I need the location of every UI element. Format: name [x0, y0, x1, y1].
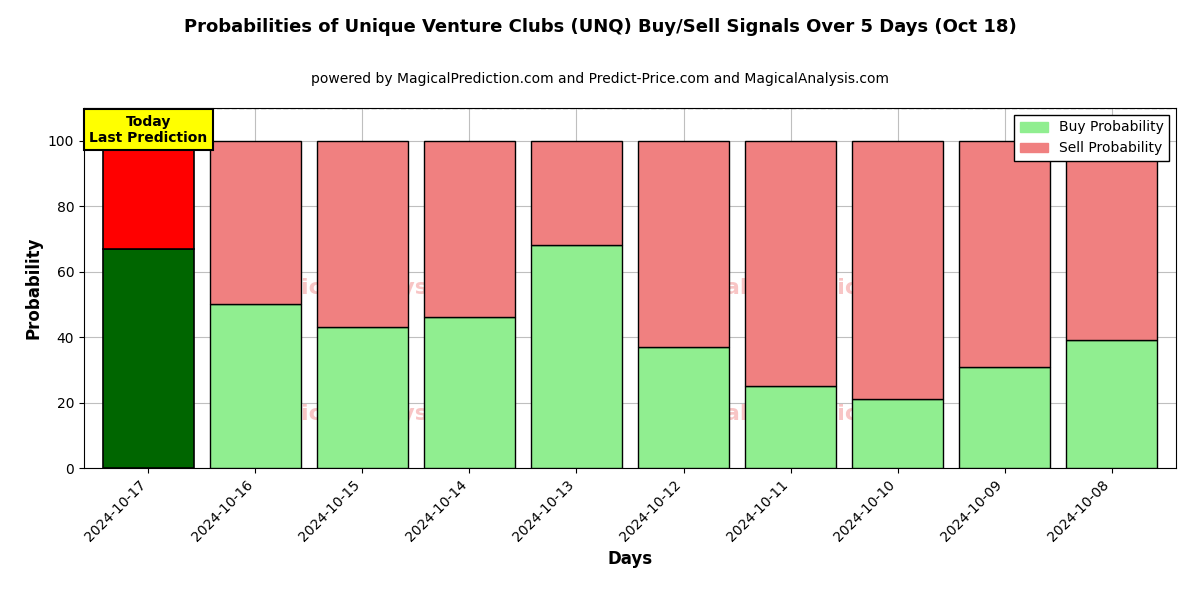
Text: Today
Last Prediction: Today Last Prediction [89, 115, 208, 145]
Bar [210, 141, 301, 304]
Text: Probabilities of Unique Venture Clubs (UNQ) Buy/Sell Signals Over 5 Days (Oct 18: Probabilities of Unique Venture Clubs (U… [184, 18, 1016, 36]
Bar [638, 141, 730, 347]
Bar [103, 141, 193, 249]
Y-axis label: Probability: Probability [24, 237, 42, 339]
Bar [530, 245, 622, 468]
Bar [852, 399, 943, 468]
Bar [103, 249, 193, 468]
Text: MagicalPrediction.com: MagicalPrediction.com [652, 278, 936, 298]
Bar [317, 327, 408, 468]
Bar [530, 141, 622, 245]
Bar [424, 317, 515, 468]
Bar [959, 367, 1050, 468]
Bar [424, 141, 515, 317]
Legend: Buy Probability, Sell Probability: Buy Probability, Sell Probability [1014, 115, 1169, 161]
Bar [959, 141, 1050, 367]
Text: MagicalAnalysis.com: MagicalAnalysis.com [248, 278, 510, 298]
Bar [1067, 340, 1157, 468]
Bar [852, 141, 943, 399]
Text: MagicalAnalysis.com: MagicalAnalysis.com [248, 404, 510, 424]
Bar [317, 141, 408, 327]
Bar [745, 141, 836, 386]
Text: powered by MagicalPrediction.com and Predict-Price.com and MagicalAnalysis.com: powered by MagicalPrediction.com and Pre… [311, 72, 889, 86]
Bar [1067, 141, 1157, 340]
Bar [210, 304, 301, 468]
Bar [638, 347, 730, 468]
Bar [745, 386, 836, 468]
Text: MagicalPrediction.com: MagicalPrediction.com [652, 404, 936, 424]
X-axis label: Days: Days [607, 550, 653, 568]
